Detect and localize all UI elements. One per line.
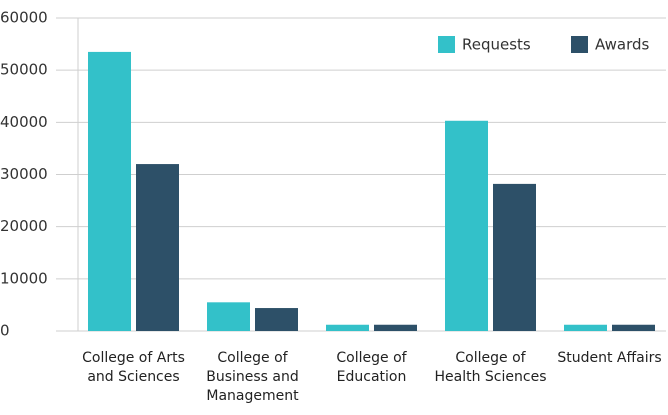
bar <box>326 324 369 331</box>
y-tick-label: 0 <box>0 322 10 340</box>
bar <box>374 324 417 331</box>
legend-label: Awards <box>595 36 650 54</box>
bar <box>88 51 131 332</box>
y-tick-label: 30000 <box>0 165 48 183</box>
x-tick-label: Student Affairs <box>557 350 662 366</box>
bar <box>136 164 179 331</box>
bar <box>445 120 488 331</box>
bar <box>207 302 250 331</box>
legend-swatch <box>571 36 588 53</box>
y-tick-label: 50000 <box>0 61 48 79</box>
x-tick-label: College of Business and Management <box>206 350 299 404</box>
x-tick-label: College of Arts and Sciences <box>82 350 185 385</box>
legend-label: Requests <box>462 36 531 54</box>
legend-swatch <box>438 36 455 53</box>
y-tick-label: 40000 <box>0 113 48 131</box>
x-tick-label: College of Education <box>336 350 407 385</box>
bar <box>493 183 536 331</box>
bar <box>255 308 298 331</box>
x-tick-label: College of Health Sciences <box>434 350 547 385</box>
y-tick-label: 10000 <box>0 269 48 287</box>
y-tick-label: 60000 <box>0 9 48 27</box>
bar <box>564 324 607 331</box>
y-tick-label: 20000 <box>0 217 48 235</box>
bar <box>612 324 655 331</box>
